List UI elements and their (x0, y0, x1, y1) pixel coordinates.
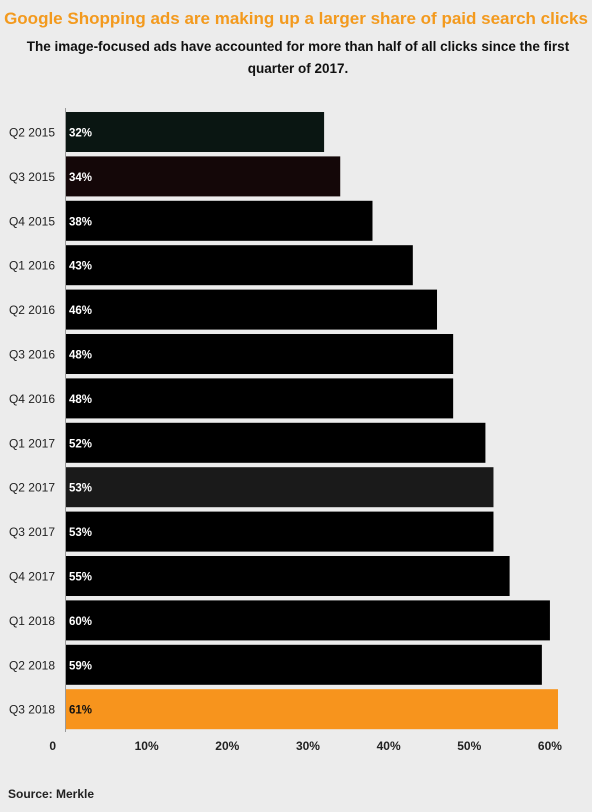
bar (66, 156, 341, 197)
x-tick-label: 0 (49, 739, 56, 753)
bar (66, 556, 510, 596)
bar (66, 422, 486, 463)
data-label: 48% (69, 350, 92, 362)
bar (66, 689, 558, 730)
category-label: Q3 2018 (9, 703, 55, 717)
data-label: 38% (69, 216, 92, 228)
category-label: Q1 2016 (9, 259, 55, 273)
bar (66, 112, 325, 152)
source-note: Source: Merkle (8, 787, 95, 801)
x-tick-label: 10% (135, 739, 159, 753)
data-label: 46% (69, 305, 92, 317)
bar (66, 334, 454, 374)
data-label: 61% (69, 705, 92, 717)
bar (66, 289, 438, 330)
category-label: Q2 2016 (9, 303, 55, 317)
category-label: Q1 2017 (9, 436, 55, 450)
category-label: Q2 2018 (9, 658, 55, 672)
x-tick-label: 30% (296, 739, 320, 753)
bar (66, 600, 550, 641)
x-tick-label: 60% (538, 739, 562, 753)
category-label: Q4 2017 (9, 570, 55, 584)
x-tick-label: 50% (457, 739, 481, 753)
category-label: Q3 2017 (9, 525, 55, 539)
bar (66, 644, 542, 685)
bar (66, 511, 494, 552)
data-label: 32% (69, 128, 92, 140)
data-label: 52% (69, 438, 92, 450)
category-label: Q3 2016 (9, 348, 55, 362)
category-label: Q4 2015 (9, 214, 55, 228)
bar (66, 378, 454, 419)
x-tick-label: 40% (377, 739, 401, 753)
chart-title: Google Shopping ads are making up a larg… (4, 9, 588, 28)
data-label: 53% (69, 527, 92, 539)
data-label: 59% (69, 660, 92, 672)
category-label: Q2 2015 (9, 126, 55, 140)
bar (66, 467, 494, 508)
data-label: 60% (69, 616, 92, 628)
category-label: Q4 2016 (9, 392, 55, 406)
category-label: Q2 2017 (9, 481, 55, 495)
category-label: Q3 2015 (9, 170, 55, 184)
data-label: 55% (69, 572, 92, 584)
bar (66, 200, 373, 241)
data-label: 48% (69, 394, 92, 406)
data-label: 53% (69, 483, 92, 495)
bar (66, 245, 413, 286)
category-label: Q1 2018 (9, 614, 55, 628)
chart-subtitle: The image-focused ads have accounted for… (26, 39, 570, 76)
data-label: 34% (69, 172, 92, 184)
data-label: 43% (69, 261, 92, 273)
x-tick-label: 20% (215, 739, 239, 753)
